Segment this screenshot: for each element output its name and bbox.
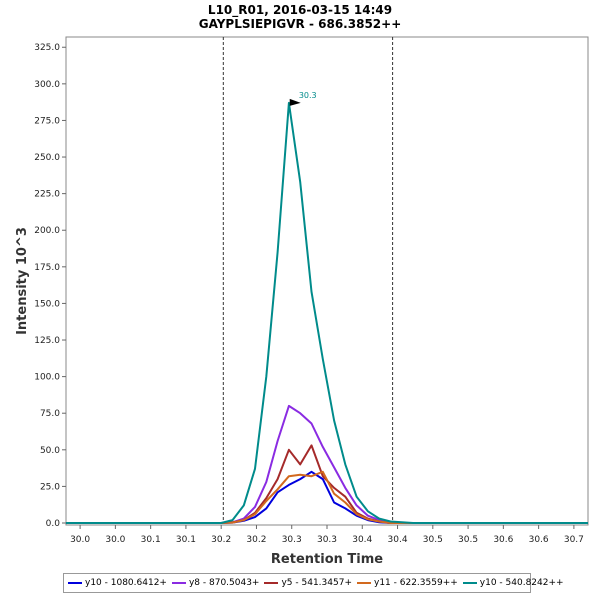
y-tick-label: 25.0 (40, 482, 60, 492)
x-tick-label: 30.1 (141, 535, 161, 545)
x-tick-label: 30.0 (105, 535, 125, 545)
y-tick-label: 250.0 (34, 153, 60, 163)
y-axis-title: Intensity 10^3 (15, 227, 30, 335)
x-axis: 30.0 30.0 30.1 30.1 30.2 30.2 30.3 30.3 30.4 30.4… (70, 525, 584, 545)
peak-label: 30.3 (299, 91, 317, 100)
y-tick-label: 225.0 (34, 190, 60, 200)
x-tick-label: 30.2 (211, 535, 231, 545)
legend-swatch (462, 582, 477, 584)
chart-subtitle: GAYPLSIEPIGVR - 686.3852++ (199, 17, 402, 31)
x-tick-label: 30.4 (352, 535, 372, 545)
x-tick-label: 30.2 (246, 535, 266, 545)
legend-item-5: y10 - 540.8242++ (462, 578, 564, 588)
x-tick-label: 30.3 (282, 535, 302, 545)
series-lines (66, 101, 588, 524)
x-tick-label: 30.7 (564, 535, 584, 545)
y-tick-label: 0.0 (46, 519, 61, 529)
x-tick-label: 30.3 (317, 535, 337, 545)
y-tick-label: 100.0 (34, 373, 60, 383)
peak-annotation: 30.3 (289, 91, 317, 106)
legend-swatch (357, 582, 371, 584)
x-tick-label: 30.4 (388, 535, 408, 545)
y-tick-label: 150.0 (34, 299, 60, 309)
x-tick-label: 30.6 (529, 535, 549, 545)
y-axis: 0.0 25.0 50.0 75.0 100.0 125.0 150.0 175.0 200.0… (34, 43, 66, 529)
y-tick-label: 325.0 (34, 43, 60, 53)
plot-area (65, 36, 589, 526)
legend-swatch (264, 582, 279, 584)
legend-label: y10 - 1080.6412+ (85, 578, 167, 588)
y-tick-label: 275.0 (34, 116, 60, 126)
peak-marker-arrow-icon (289, 98, 301, 106)
legend-item-2: y8 - 870.5043+ (171, 578, 260, 588)
chart-title: L10_R01, 2016-03-15 14:49 (208, 3, 392, 18)
y-tick-label: 75.0 (40, 409, 60, 419)
legend-label: y11 - 622.3559++ (374, 578, 458, 588)
y-tick-label: 300.0 (34, 80, 60, 90)
x-axis-title: Retention Time (271, 552, 383, 567)
y-tick-label: 125.0 (34, 336, 60, 346)
legend-swatch (171, 582, 186, 584)
y-tick-label: 50.0 (40, 446, 60, 456)
x-tick-label: 30.5 (423, 535, 443, 545)
x-tick-label: 30.6 (493, 535, 513, 545)
legend-label: y8 - 870.5043+ (188, 578, 260, 588)
series-line-5 (66, 101, 588, 524)
x-tick-label: 30.1 (176, 535, 196, 545)
legend-label: y5 - 541.3457+ (281, 578, 352, 588)
x-tick-label: 30.0 (70, 535, 90, 545)
legend-label: y10 - 540.8242++ (479, 578, 564, 588)
x-tick-label: 30.5 (458, 535, 478, 545)
legend-item-4: y11 - 622.3559++ (357, 578, 458, 588)
legend-swatch (68, 582, 82, 584)
y-tick-label: 175.0 (34, 263, 60, 273)
legend: y10 - 1080.6412+ y8 - 870.5043+ y5 - 541.3… (63, 573, 564, 593)
peak-boundaries (222, 37, 394, 523)
series-line-4 (66, 470, 588, 524)
legend-item-3: y5 - 541.3457+ (264, 578, 352, 588)
legend-item-1: y10 - 1080.6412+ (68, 578, 167, 588)
y-tick-label: 200.0 (34, 226, 60, 236)
